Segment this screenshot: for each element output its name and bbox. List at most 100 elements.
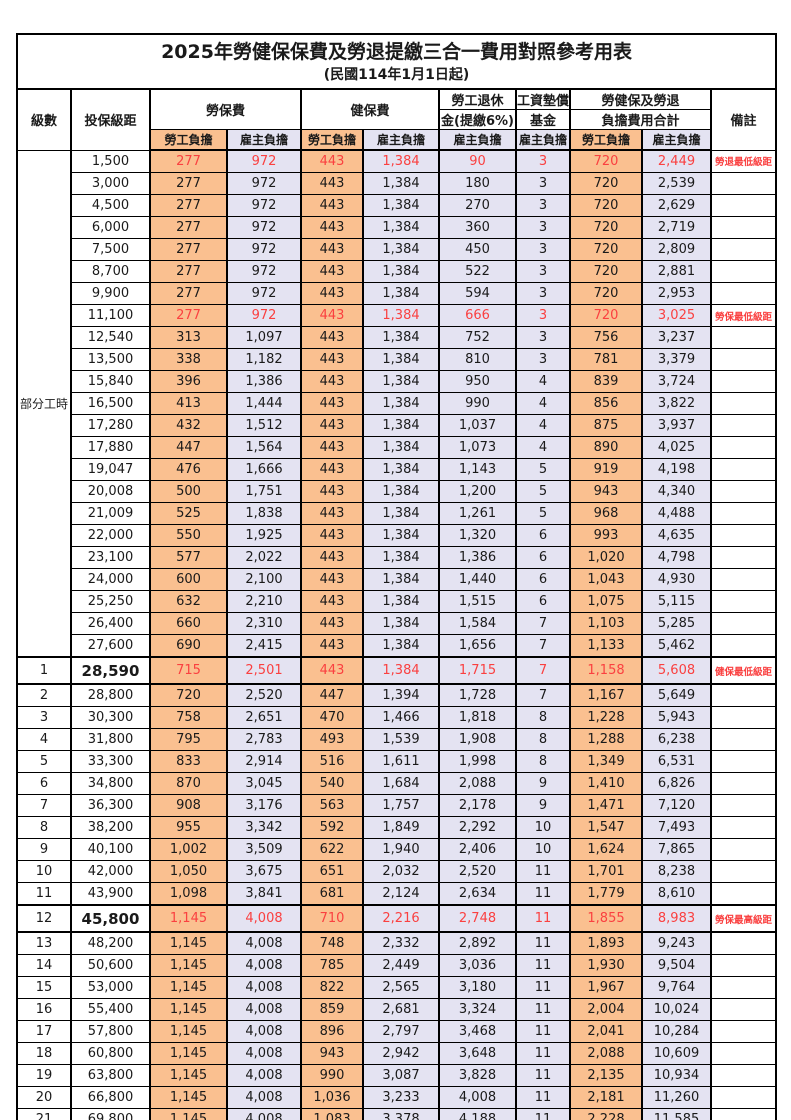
value-cell: 443 <box>300 172 364 195</box>
value-cell: 277 <box>149 238 228 261</box>
table-row: 13,500 338 1,182 443 1,384 810 3 781 3,379 <box>17 348 778 371</box>
value-cell: 1,145 <box>149 954 228 977</box>
value-cell: 1,440 <box>438 568 517 591</box>
value-cell: 4,008 <box>226 1108 302 1120</box>
value-cell: 1,384 <box>362 458 440 481</box>
table-row: 7 36,300 908 3,176 563 1,757 2,178 9 1,471 7,120 <box>16 794 778 817</box>
table-row: 23,100 577 2,022 443 1,384 1,386 6 1,020 4,798 <box>17 546 778 569</box>
value-cell: 1,320 <box>438 524 517 547</box>
bracket-cell: 42,000 <box>70 860 151 883</box>
value-cell: 525 <box>149 502 228 525</box>
value-cell: 758 <box>149 706 228 729</box>
value-cell: 756 <box>569 326 643 349</box>
value-cell: 3,841 <box>226 882 302 906</box>
table-row: 3 30,300 758 2,651 470 1,466 1,818 8 1,228 5,943 <box>16 706 778 729</box>
value-cell: 1,728 <box>438 683 517 707</box>
value-cell: 896 <box>300 1020 364 1043</box>
subheader-pension-employer: 雇主負擔 <box>438 129 517 151</box>
value-cell: 720 <box>569 238 643 261</box>
table-row: 4,500 277 972 443 1,384 270 3 720 2,629 <box>17 194 778 217</box>
header-total-line2: 負擔費用合計 <box>569 109 712 130</box>
table-row: 15,840 396 1,386 443 1,384 950 4 839 3,724 <box>17 370 778 393</box>
value-cell: 338 <box>149 348 228 371</box>
value-cell: 6 <box>515 546 571 569</box>
value-cell: 1,037 <box>438 414 517 437</box>
value-cell: 3,379 <box>641 348 712 371</box>
value-cell: 2,181 <box>569 1086 643 1109</box>
bracket-cell: 13,500 <box>70 348 151 371</box>
value-cell: 1,967 <box>569 976 643 999</box>
note-cell <box>709 260 778 283</box>
value-cell: 5 <box>515 480 571 503</box>
value-cell: 781 <box>569 348 643 371</box>
header-health-insurance: 健保費 <box>300 88 440 130</box>
note-cell <box>709 502 778 525</box>
value-cell: 3 <box>515 348 571 371</box>
value-cell: 3,648 <box>438 1042 517 1065</box>
value-cell: 1,384 <box>362 149 440 173</box>
value-cell: 3 <box>515 260 571 283</box>
bracket-cell: 1,500 <box>70 149 151 173</box>
value-cell: 2,041 <box>569 1020 643 1043</box>
value-cell: 1,512 <box>226 414 302 437</box>
value-cell: 4,635 <box>641 524 712 547</box>
value-cell: 443 <box>300 326 364 349</box>
value-cell: 666 <box>438 304 517 327</box>
note-cell <box>709 590 778 613</box>
value-cell: 9 <box>515 772 571 795</box>
table-row: 6 34,800 870 3,045 540 1,684 2,088 9 1,410 6,826 <box>16 772 778 795</box>
note-cell <box>709 458 778 481</box>
value-cell: 443 <box>300 436 364 459</box>
table-row: 18 60,800 1,145 4,008 943 2,942 3,648 11 2,088 10… <box>16 1042 778 1065</box>
value-cell: 5,285 <box>641 612 712 635</box>
bracket-cell: 8,700 <box>70 260 151 283</box>
value-cell: 3,675 <box>226 860 302 883</box>
bracket-cell: 11,100 <box>70 304 151 327</box>
header-wage-fund-line2: 基金 <box>515 109 571 130</box>
note-cell <box>709 728 778 751</box>
header-bracket: 投保級距 <box>70 88 151 151</box>
value-cell: 9,504 <box>641 954 712 977</box>
header-pension-line1: 勞工退休 <box>438 88 517 110</box>
value-cell: 1,384 <box>362 502 440 525</box>
bracket-cell: 26,400 <box>70 612 151 635</box>
value-cell: 720 <box>569 304 643 327</box>
value-cell: 443 <box>300 216 364 239</box>
value-cell: 3,828 <box>438 1064 517 1087</box>
value-cell: 6 <box>515 568 571 591</box>
value-cell: 1,515 <box>438 590 517 613</box>
value-cell: 681 <box>300 882 364 906</box>
value-cell: 720 <box>569 216 643 239</box>
value-cell: 443 <box>300 260 364 283</box>
value-cell: 443 <box>300 458 364 481</box>
table-row: 24,000 600 2,100 443 1,384 1,440 6 1,043 4,930 <box>17 568 778 591</box>
value-cell: 1,073 <box>438 436 517 459</box>
value-cell: 2,210 <box>226 590 302 613</box>
value-cell: 443 <box>300 480 364 503</box>
value-cell: 950 <box>438 370 517 393</box>
value-cell: 1,849 <box>362 816 440 839</box>
value-cell: 1,182 <box>226 348 302 371</box>
value-cell: 919 <box>569 458 643 481</box>
value-cell: 4,798 <box>641 546 712 569</box>
value-cell: 3,180 <box>438 976 517 999</box>
bracket-cell: 24,000 <box>70 568 151 591</box>
value-cell: 11 <box>515 860 571 883</box>
value-cell: 443 <box>300 634 364 658</box>
value-cell: 968 <box>569 502 643 525</box>
value-cell: 4 <box>515 436 571 459</box>
table-row: 22,000 550 1,925 443 1,384 1,320 6 993 4,635 <box>17 524 778 547</box>
value-cell: 443 <box>300 414 364 437</box>
level-cell: 13 <box>16 931 72 955</box>
subheader-labor-employer: 雇主負擔 <box>226 129 302 151</box>
value-cell: 1,002 <box>149 838 228 861</box>
note-cell: 勞保最高級距 <box>709 904 778 933</box>
value-cell: 4,008 <box>226 954 302 977</box>
value-cell: 1,611 <box>362 750 440 773</box>
value-cell: 1,043 <box>569 568 643 591</box>
note-cell <box>709 480 778 503</box>
value-cell: 4,930 <box>641 568 712 591</box>
value-cell: 710 <box>300 904 364 933</box>
value-cell: 11 <box>515 1042 571 1065</box>
